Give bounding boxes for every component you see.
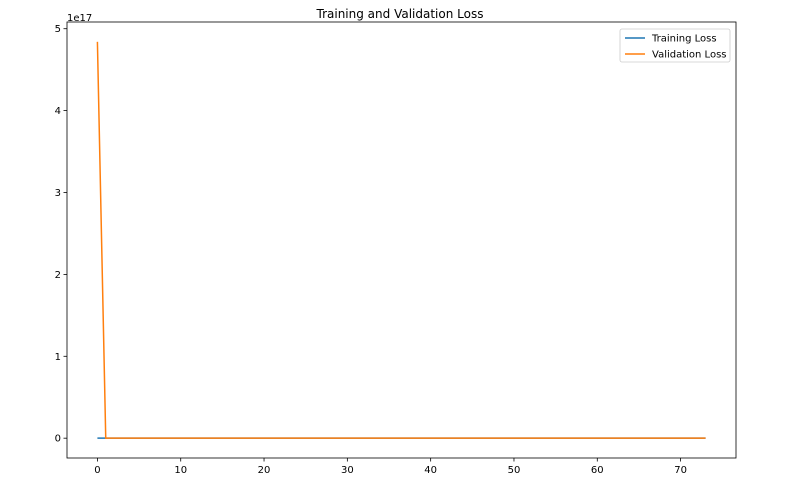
chart-title: Training and Validation Loss <box>316 7 484 21</box>
x-axis-ticks: 0 10 20 30 40 50 60 70 <box>94 458 687 476</box>
series-lines <box>96 41 706 439</box>
x-tick-label: 50 <box>508 465 521 476</box>
y-tick-label: 2 <box>55 270 61 281</box>
y-tick-label: 0 <box>55 434 61 445</box>
plot-frame <box>66 21 737 459</box>
y-axis-offset-label: 1e17 <box>67 13 92 24</box>
y-tick-label: 5 <box>55 24 61 35</box>
y-tick-label: 1 <box>55 352 61 363</box>
legend-box <box>619 28 731 63</box>
x-tick-label: 20 <box>258 465 271 476</box>
y-axis-ticks: 0 1 2 3 4 5 <box>55 24 67 445</box>
legend: Training Loss Validation Loss <box>619 28 731 63</box>
x-tick-label: 0 <box>94 465 100 476</box>
y-tick-label: 4 <box>55 106 61 117</box>
y-tick-label: 3 <box>55 188 61 199</box>
legend-entry: Training Loss <box>651 34 717 45</box>
x-tick-label: 40 <box>424 465 437 476</box>
x-tick-label: 10 <box>174 465 187 476</box>
legend-entry: Validation Loss <box>652 50 727 61</box>
x-tick-label: 30 <box>341 465 354 476</box>
x-tick-label: 70 <box>674 465 687 476</box>
series-line-validation-loss <box>96 41 706 439</box>
x-tick-label: 60 <box>591 465 604 476</box>
